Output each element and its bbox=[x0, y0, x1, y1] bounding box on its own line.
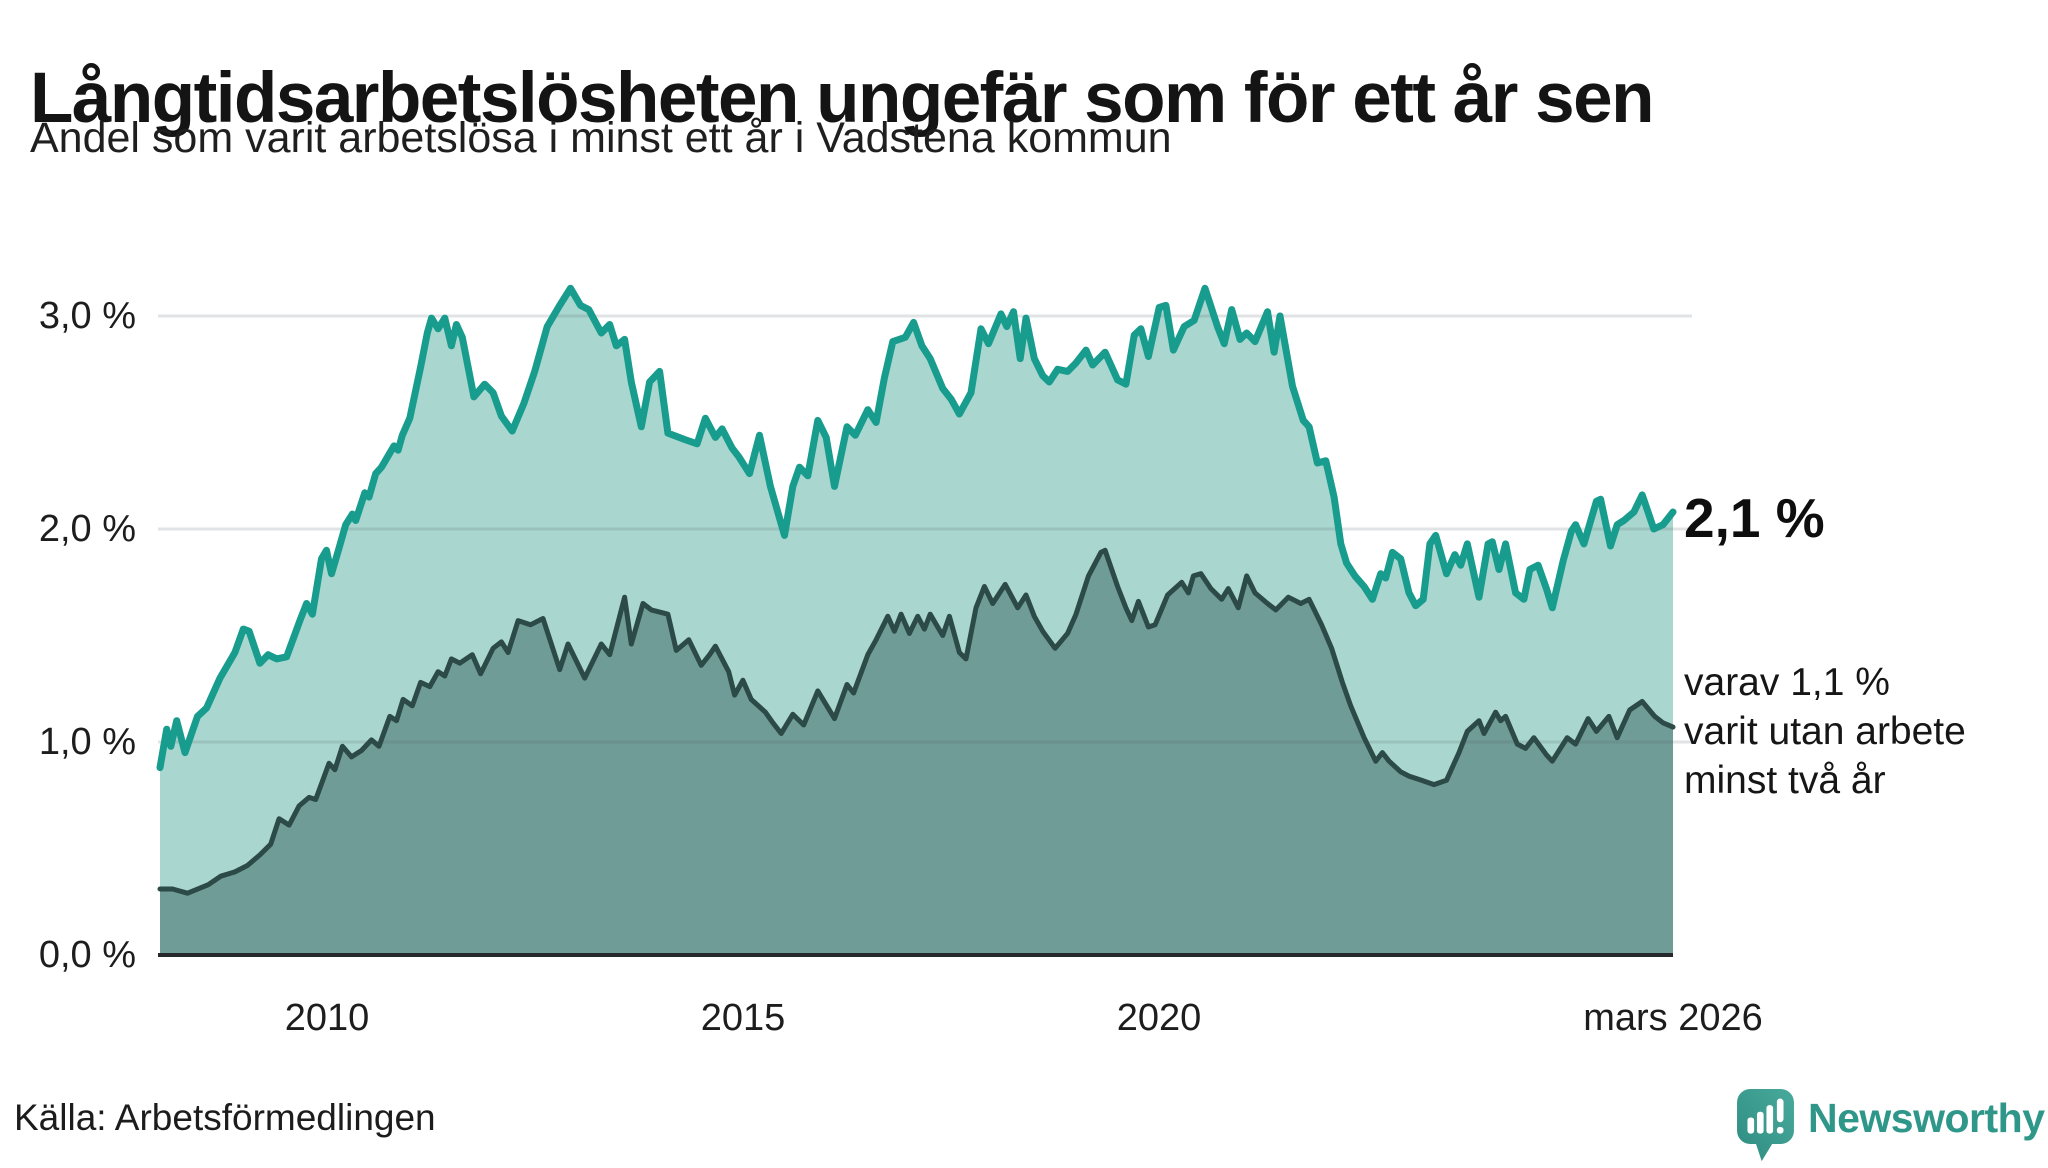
newsworthy-brand: Newsworthy bbox=[1737, 1089, 2045, 1162]
newsworthy-logo-icon bbox=[1737, 1089, 1794, 1168]
x-tick-label-3: mars 2026 bbox=[1583, 997, 1763, 1039]
series-line-unemployed_min_one_year bbox=[156, 284, 1677, 772]
secondary-note-line-1: varav 1,1 % bbox=[1684, 661, 1890, 704]
y-tick-label-2: 2,0 % bbox=[38, 508, 136, 550]
secondary-series-note: varav 1,1 % varit utan arbete minst två … bbox=[1684, 658, 1966, 805]
page-subtitle: Andel som varit arbetslösa i minst ett å… bbox=[30, 114, 1172, 162]
x-tick-label-0: 2010 bbox=[284, 997, 370, 1039]
y-tick-label-1: 1,0 % bbox=[38, 721, 136, 763]
y-tick-label-3: 3,0 % bbox=[38, 295, 136, 337]
latest-value-label: 2,1 % bbox=[1684, 487, 1825, 549]
series-area-unemployed_min_two_years bbox=[160, 550, 1673, 955]
series-line-unemployed_min_two_years bbox=[157, 547, 1676, 896]
x-tick-label-2: 2020 bbox=[1116, 997, 1202, 1039]
secondary-note-line-2: varit utan arbete bbox=[1684, 710, 1966, 753]
x-tick-label-1: 2015 bbox=[700, 997, 786, 1039]
source-attribution: Källa: Arbetsförmedlingen bbox=[14, 1097, 436, 1138]
newsworthy-wordmark: Newsworthy bbox=[1808, 1095, 2045, 1141]
secondary-note-line-3: minst två år bbox=[1684, 759, 1886, 802]
y-tick-label-0: 0,0 % bbox=[38, 934, 136, 976]
page-title: Långtidsarbetslösheten ungefär som för e… bbox=[30, 58, 1654, 138]
